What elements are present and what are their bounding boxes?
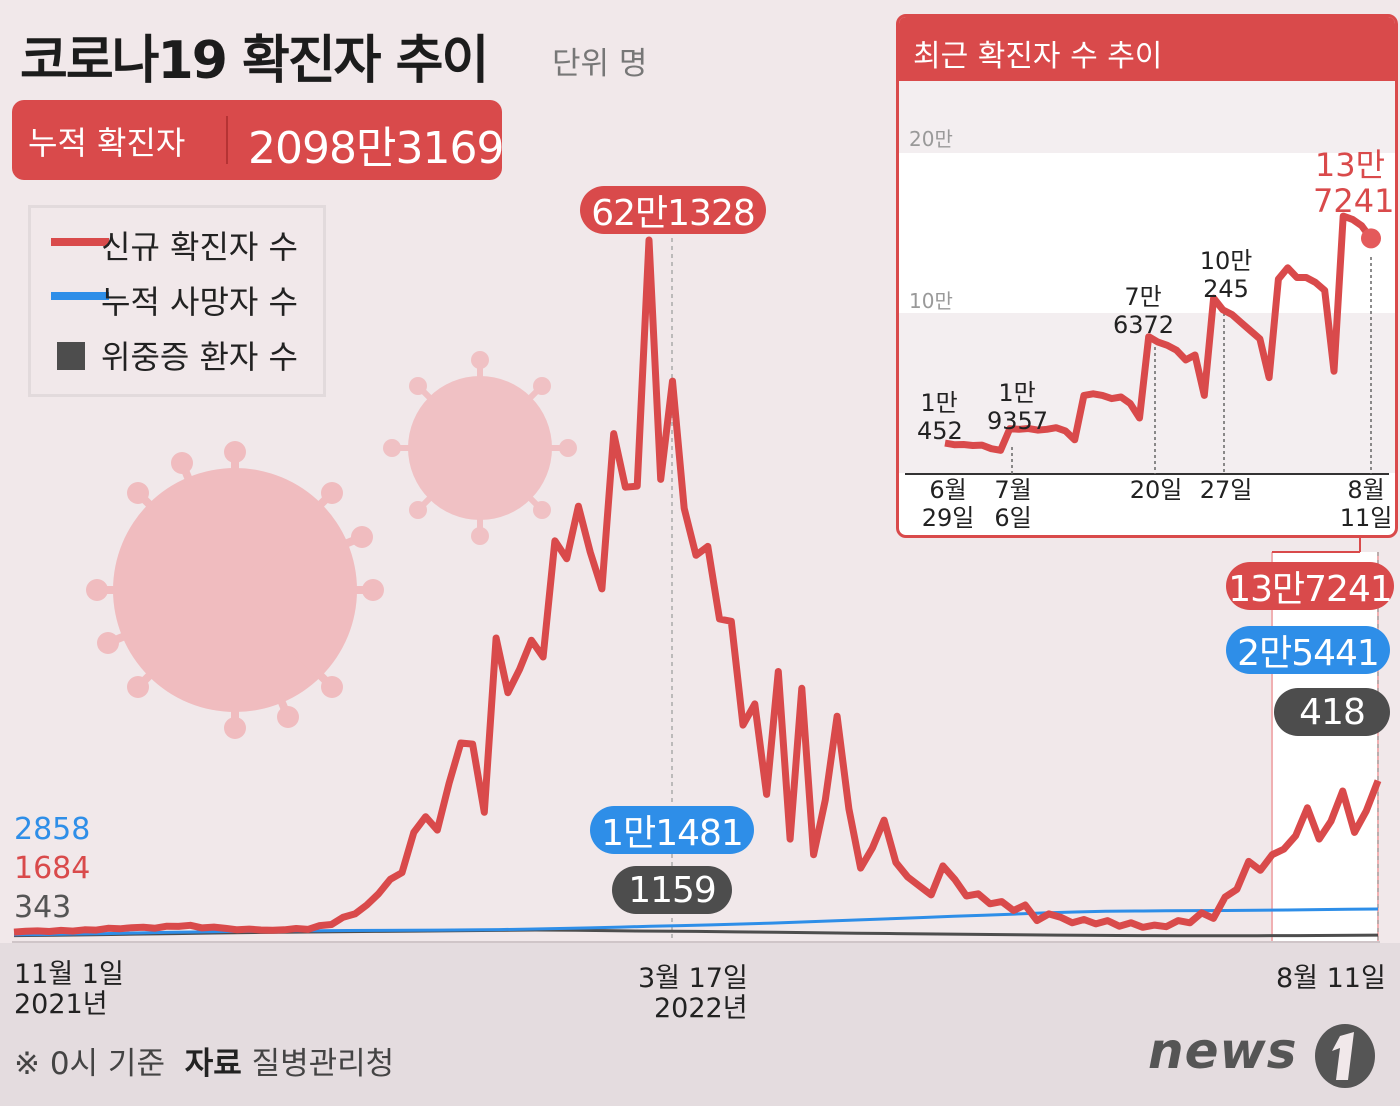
inset-ann-aug11-line1: 13만 (1314, 146, 1386, 184)
inset-xt-jul20-line2: 20일 (1129, 476, 1183, 504)
inset-y-tick-10: 10만 (909, 289, 953, 313)
legend-label-new-cases: 신규 확진자 수 (101, 228, 298, 266)
inset-x-tick-aug11: 8월 11일 (1339, 476, 1393, 532)
legend-swatch-deaths (51, 292, 109, 300)
inset-xt-jun29-line1: 6월 (929, 476, 967, 504)
inset-ann-jun29-line2: 452 (917, 417, 963, 445)
start-label-severe: 343 (14, 890, 72, 925)
legend: 신규 확진자 수 누적 사망자 수 위중증 환자 수 (28, 205, 326, 397)
inset-annotation-jun29: 1만 452 (917, 389, 963, 445)
peak-label-severe: 1159 (612, 866, 732, 914)
inset-header: 최근 확진자 수 추이 (899, 17, 1395, 81)
inset-ann-jul27-line1: 10만 (1199, 247, 1253, 275)
latest-highlight-band (1272, 552, 1378, 942)
inset-xt-jun29-line2: 29일 (921, 504, 975, 532)
inset-band-top (899, 81, 1395, 153)
inset-ann-jul20-line1: 7만 (1124, 283, 1162, 311)
x-tick-start-date: 11월 1일 (14, 959, 124, 990)
legend-label-deaths: 누적 사망자 수 (101, 283, 298, 321)
legend-swatch-new-cases (51, 238, 109, 246)
legend-swatch-severe (57, 342, 85, 370)
inset-xt-jul27-line2: 27일 (1199, 476, 1253, 504)
peak-label-new-cases: 62만1328 (580, 186, 766, 234)
inset-ann-jul27-line2: 245 (1203, 275, 1249, 303)
inset-plot (905, 212, 1389, 475)
cumulative-cases-label: 누적 확진자 (28, 124, 186, 162)
series-line-new-cases (13, 236, 1382, 936)
inset-annotation-jul20: 7만 6372 (1113, 283, 1175, 339)
news1-logo-mark (1315, 1024, 1375, 1088)
x-tick-peak-year: 2022년 (654, 993, 748, 1024)
inset-x-tick-jun29: 6월 29일 (921, 476, 975, 532)
inset-series-line (944, 212, 1374, 454)
divider (226, 116, 228, 164)
start-label-deaths: 2858 (14, 812, 91, 847)
inset-xt-aug11-line2: 11일 (1339, 504, 1393, 532)
inset-annotation-jul6: 1만 9357 (987, 379, 1049, 435)
chart-title: 코로나19 확진자 추이 (20, 31, 489, 91)
peak-label-deaths: 1만1481 (590, 806, 754, 854)
inset-x-tick-jul6: 7월 6일 (991, 476, 1035, 532)
start-label-new-cases: 1684 (14, 851, 91, 886)
inset-xt-aug11-line1: 8월 (1347, 476, 1385, 504)
cumulative-cases-box: 누적 확진자 2098만3169 (12, 100, 504, 180)
inset-x-tick-jul20: 20일 (1129, 476, 1183, 504)
inset-ann-aug11-line2: 7241 (1313, 182, 1395, 220)
source-label: 자료 (184, 1046, 242, 1082)
x-tick-start-year: 2021년 (14, 989, 108, 1020)
inset-annotation-jul27: 10만 245 (1199, 247, 1253, 303)
x-tick-latest-date: 8월 11일 (1276, 963, 1386, 994)
source-name: 질병관리청 (251, 1046, 395, 1082)
legend-label-severe: 위중증 환자 수 (101, 338, 298, 376)
inset-ann-jul6-line2: 9357 (987, 407, 1049, 435)
latest-label-severe: 418 (1274, 688, 1390, 736)
inset-xt-jul6-line2: 6일 (994, 504, 1032, 532)
news1-logo: news (1148, 1022, 1298, 1080)
footnote-basis: ※ 0시 기준 (14, 1046, 165, 1082)
cumulative-cases-value: 2098만3169 (248, 123, 504, 174)
inset-annotation-aug11: 13만 7241 (1313, 146, 1395, 220)
latest-label-deaths: 2만5441 (1226, 626, 1390, 674)
inset-xt-jul6-line1: 7월 (994, 476, 1032, 504)
latest-label-new-cases: 13만7241 (1226, 562, 1394, 610)
inset-latest-point (1361, 228, 1381, 249)
inset-x-tick-jul27: 27일 (1199, 476, 1253, 504)
unit-label: 단위 명 (552, 46, 648, 82)
inset-y-tick-20: 20만 (909, 127, 953, 151)
x-axis-band (0, 943, 1400, 1106)
inset-ann-jul20-line2: 6372 (1113, 311, 1175, 339)
inset-chart: 최근 확진자 수 추이 20만 10만 1만 452 1만 9357 7만 63… (896, 14, 1398, 538)
inset-title: 최근 확진자 수 추이 (913, 39, 1163, 74)
footnote: ※ 0시 기준 자료 질병관리청 (14, 1038, 394, 1083)
x-tick-peak-date: 3월 17일 (638, 963, 748, 994)
inset-ann-jul6-line1: 1만 (998, 379, 1036, 407)
inset-ann-jun29-line1: 1만 (920, 389, 958, 417)
